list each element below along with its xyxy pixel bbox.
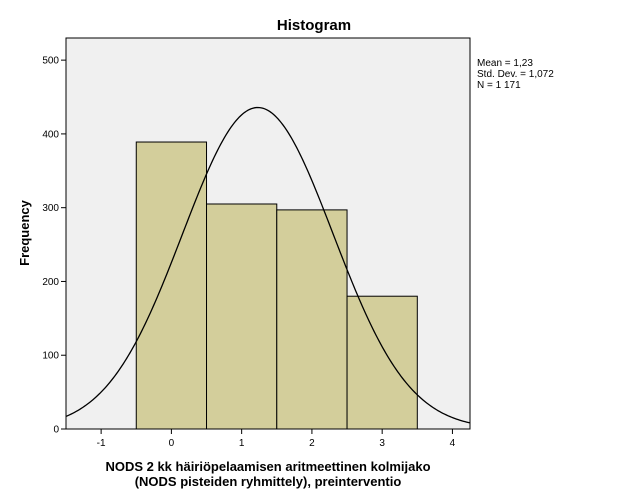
x-axis-label-line-1: NODS 2 kk häiriöpelaamisen aritmeettinen… <box>105 459 430 474</box>
histogram-bar-0 <box>135 141 208 430</box>
y-axis-label: Frequency <box>17 199 32 266</box>
y-axis: 0 100 200 300 400 500 <box>42 56 66 436</box>
y-tick-label-0: 0 <box>53 425 59 436</box>
x-tick-label-1: 0 <box>169 438 175 449</box>
normal-curve <box>65 106 471 424</box>
histogram-bars <box>135 141 418 430</box>
x-axis: -1 0 1 2 3 4 <box>97 429 456 449</box>
chart-title: Histogram <box>277 17 351 34</box>
histogram-bar-2 <box>276 209 348 430</box>
y-tick-label-3: 300 <box>42 203 59 214</box>
x-tick-label-4: 3 <box>379 438 385 449</box>
y-tick-label-1: 100 <box>42 351 59 362</box>
x-tick-label-5: 4 <box>450 438 456 449</box>
histogram-bar-1 <box>206 203 278 430</box>
y-tick-label-2: 200 <box>42 277 59 288</box>
stats-mean: Mean = 1,23 <box>477 58 533 69</box>
stats-std-dev: Std. Dev. = 1,072 <box>477 69 554 80</box>
x-tick-label-3: 2 <box>309 438 315 449</box>
histogram-bar-3 <box>346 295 418 430</box>
y-tick-label-4: 400 <box>42 129 59 140</box>
y-tick-label-5: 500 <box>42 56 59 67</box>
stats-n: N = 1 171 <box>477 80 521 91</box>
stats-box: Mean = 1,23 Std. Dev. = 1,072 N = 1 171 <box>477 58 554 91</box>
x-tick-label-2: 1 <box>239 438 245 449</box>
x-tick-label-0: -1 <box>97 438 106 449</box>
x-axis-label-line-2: (NODS pisteiden ryhmittely), preinterven… <box>135 474 402 489</box>
